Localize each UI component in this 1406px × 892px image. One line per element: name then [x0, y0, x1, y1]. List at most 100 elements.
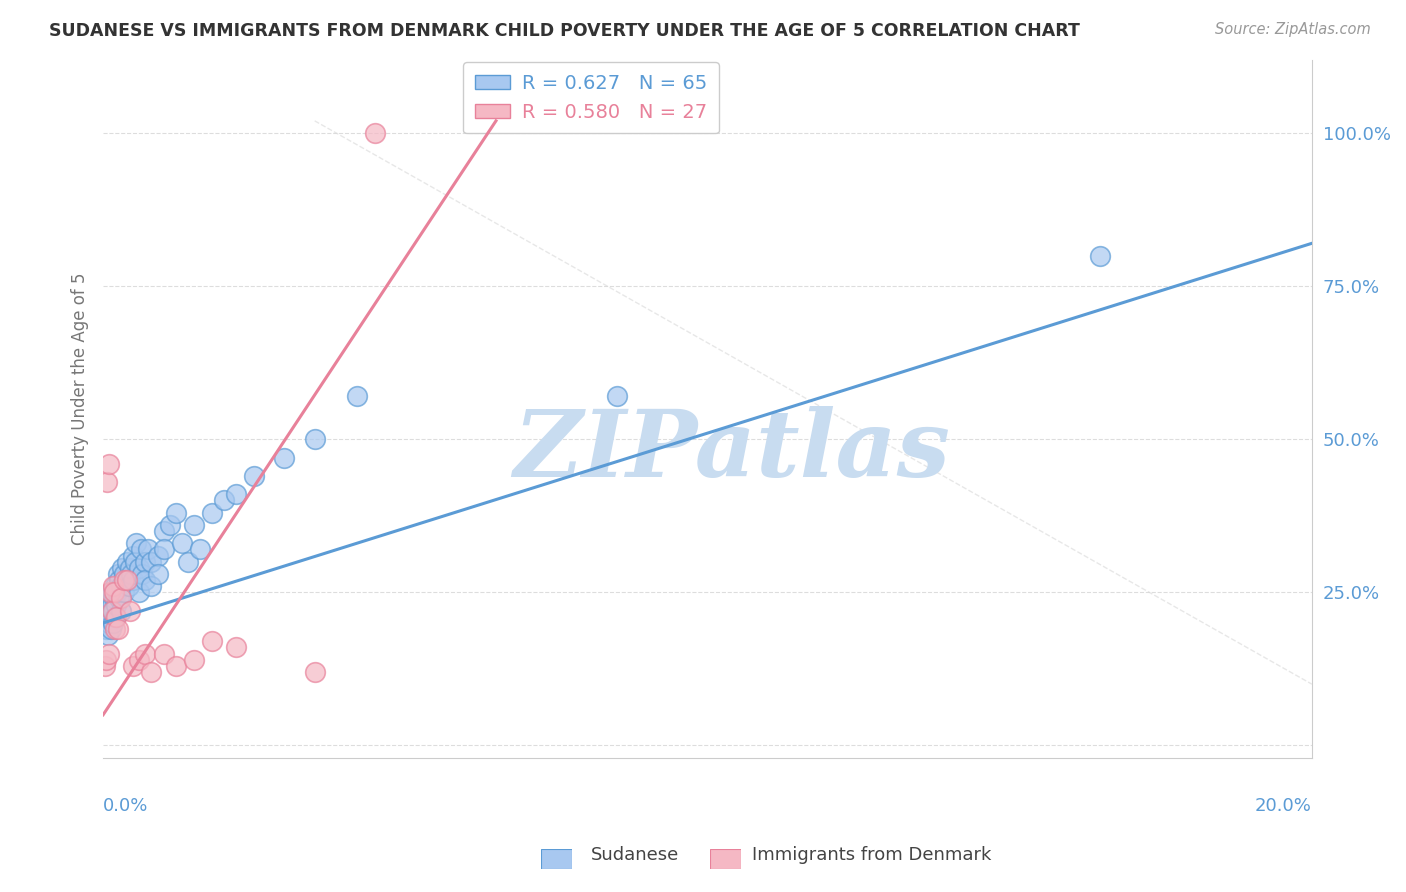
Y-axis label: Child Poverty Under the Age of 5: Child Poverty Under the Age of 5 [72, 272, 89, 545]
Point [108, 573, 131, 587]
Point [141, 555, 163, 569]
Text: ZIPatlas: ZIPatlas [513, 406, 950, 496]
Point [183, 653, 205, 667]
Point [225, 640, 247, 655]
Point [101, 585, 124, 599]
Legend: R = 0.627   N = 65, R = 0.580   N = 27: R = 0.627 N = 65, R = 0.580 N = 27 [464, 62, 718, 134]
Point [128, 653, 150, 667]
Point [606, 389, 628, 403]
Point [94, 658, 117, 673]
Point [120, 604, 142, 618]
Point [100, 585, 122, 599]
Point [152, 647, 174, 661]
Point [122, 549, 145, 563]
Point [105, 610, 128, 624]
Point [112, 573, 135, 587]
Point [165, 658, 187, 673]
Point [104, 579, 127, 593]
Point [104, 622, 127, 636]
Point [129, 542, 152, 557]
Point [105, 598, 128, 612]
Text: 0.0%: 0.0% [103, 797, 149, 814]
Point [94, 604, 117, 618]
Point [165, 506, 187, 520]
Text: Immigrants from Denmark: Immigrants from Denmark [752, 846, 991, 863]
Point [98, 604, 121, 618]
Point [304, 665, 326, 679]
Point [346, 389, 368, 403]
Point [138, 542, 160, 557]
Point [131, 566, 153, 581]
Point [146, 549, 169, 563]
Point [107, 566, 129, 581]
Point [103, 604, 125, 618]
Point [94, 653, 117, 667]
Point [103, 591, 125, 606]
Point [117, 555, 139, 569]
Point [128, 561, 150, 575]
Point [112, 585, 135, 599]
Point [141, 665, 163, 679]
Point [105, 585, 128, 599]
Point [170, 536, 193, 550]
Point [96, 610, 118, 624]
Point [96, 598, 118, 612]
Point [98, 591, 121, 606]
Point [97, 647, 120, 661]
Point [201, 634, 224, 648]
Point [304, 432, 326, 446]
Point [117, 573, 139, 587]
Point [1090, 248, 1112, 262]
Point [97, 615, 120, 630]
Text: 20.0%: 20.0% [1256, 797, 1312, 814]
Point [243, 469, 266, 483]
Point [134, 555, 156, 569]
Point [117, 573, 139, 587]
Point [94, 622, 117, 636]
Point [111, 561, 134, 575]
Point [146, 566, 169, 581]
Point [94, 615, 117, 630]
Point [125, 536, 148, 550]
Text: Sudanese: Sudanese [591, 846, 679, 863]
Point [98, 457, 121, 471]
Point [100, 598, 122, 612]
Point [183, 518, 205, 533]
Point [110, 591, 132, 606]
Text: Source: ZipAtlas.com: Source: ZipAtlas.com [1215, 22, 1371, 37]
Point [134, 647, 156, 661]
Point [152, 542, 174, 557]
Point [96, 475, 118, 489]
Point [110, 604, 132, 618]
Point [177, 555, 200, 569]
Point [120, 566, 142, 581]
Point [112, 566, 135, 581]
Point [104, 610, 127, 624]
Point [122, 658, 145, 673]
Point [108, 591, 131, 606]
Point [152, 524, 174, 538]
Point [103, 585, 125, 599]
Point [97, 628, 120, 642]
Point [107, 622, 129, 636]
Point [141, 579, 163, 593]
Point [100, 622, 122, 636]
Point [101, 615, 124, 630]
Point [117, 579, 139, 593]
Point [273, 450, 295, 465]
Point [100, 610, 122, 624]
Point [188, 542, 211, 557]
Point [110, 579, 132, 593]
Point [128, 585, 150, 599]
Text: SUDANESE VS IMMIGRANTS FROM DENMARK CHILD POVERTY UNDER THE AGE OF 5 CORRELATION: SUDANESE VS IMMIGRANTS FROM DENMARK CHIL… [49, 22, 1080, 40]
Point [100, 604, 122, 618]
Point [101, 579, 124, 593]
Point [201, 506, 224, 520]
Point [134, 573, 156, 587]
Point [364, 126, 387, 140]
Point [212, 493, 235, 508]
Point [122, 573, 145, 587]
Point [159, 518, 181, 533]
Point [124, 555, 146, 569]
Point [225, 487, 247, 501]
